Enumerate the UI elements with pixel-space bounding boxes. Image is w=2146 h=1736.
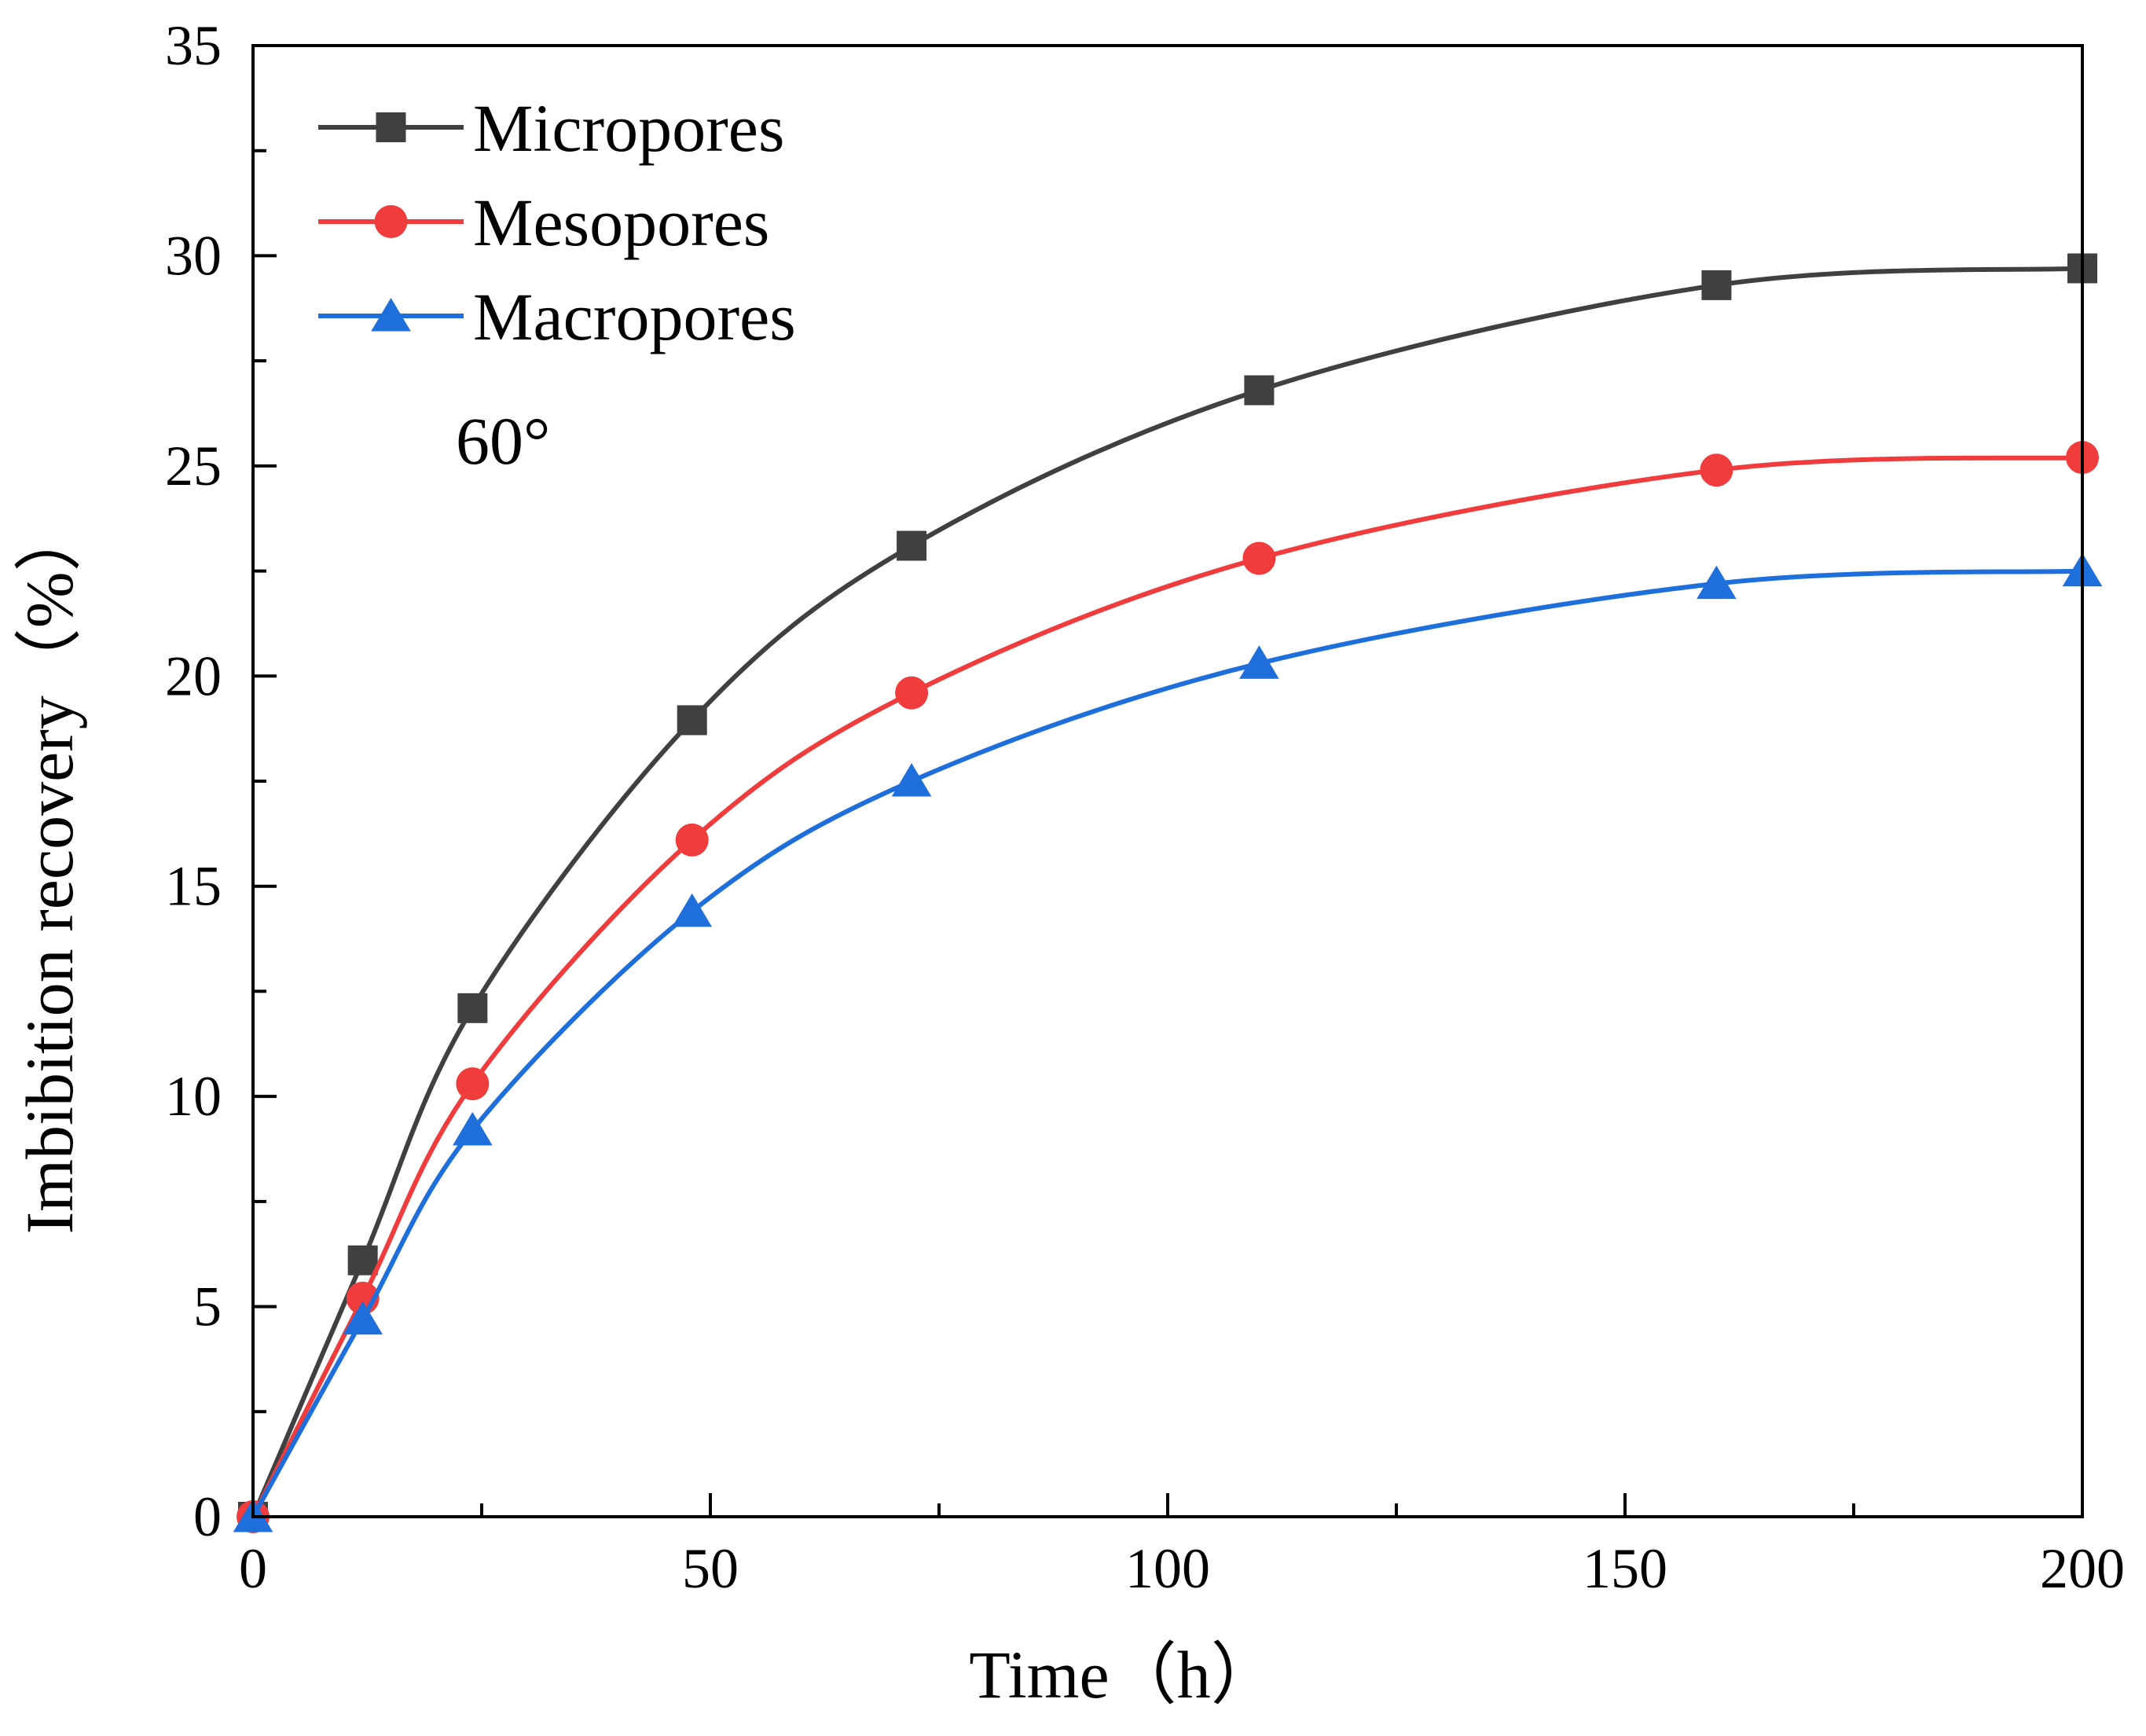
legend-marker-micropores xyxy=(376,112,406,142)
y-tick-label: 30 xyxy=(165,224,222,287)
data-point-micropores xyxy=(347,1245,378,1275)
data-point-micropores xyxy=(457,993,488,1023)
series-line-micropores xyxy=(251,266,2083,1518)
data-point-macropores xyxy=(343,1301,383,1335)
legend: Micropores Mesopores Macropores xyxy=(318,90,796,354)
data-point-macropores xyxy=(672,893,713,927)
y-tick-label: 20 xyxy=(165,644,222,707)
data-point-micropores xyxy=(1701,270,1732,300)
legend-label-mesopores: Mesopores xyxy=(473,185,769,260)
plot-frame xyxy=(251,44,2084,1518)
series-line-mesopores xyxy=(251,455,2083,1518)
y-tick-label: 0 xyxy=(193,1485,222,1548)
y-tick-label: 15 xyxy=(165,855,222,918)
data-point-mesopores xyxy=(895,676,929,710)
series-macropores xyxy=(233,552,2103,1532)
data-point-micropores xyxy=(1244,375,1275,406)
y-tick-label: 25 xyxy=(165,435,222,497)
series-line-macropores xyxy=(251,568,2083,1518)
series-micropores xyxy=(238,253,2097,1532)
x-tick-label: 200 xyxy=(2040,1537,2125,1600)
x-tick-label: 0 xyxy=(239,1537,267,1600)
legend-label-micropores: Micropores xyxy=(473,90,784,166)
x-tick-label: 150 xyxy=(1583,1537,1667,1600)
legend-marker-mesopores xyxy=(374,205,408,238)
y-axis-title: Imbibition recovery（%） xyxy=(12,504,87,1234)
legend-item-macropores: Macropores xyxy=(318,279,796,354)
data-point-mesopores xyxy=(1700,453,1733,487)
legend-marker-macropores xyxy=(371,298,411,332)
x-tick-label: 50 xyxy=(682,1537,739,1600)
data-point-macropores xyxy=(891,763,932,797)
y-tick-label: 10 xyxy=(165,1065,222,1128)
data-point-mesopores xyxy=(456,1067,490,1101)
legend-item-mesopores: Mesopores xyxy=(318,185,769,260)
legend-item-micropores: Micropores xyxy=(318,90,784,166)
data-point-macropores xyxy=(453,1111,493,1146)
contact-angle-annotation: 60° xyxy=(456,403,550,479)
data-point-macropores xyxy=(1239,645,1279,679)
y-tick-label: 5 xyxy=(193,1275,222,1338)
x-tick-label: 100 xyxy=(1125,1537,1210,1600)
legend-label-macropores: Macropores xyxy=(473,279,796,354)
series-mesopores xyxy=(237,441,2099,1533)
data-point-macropores xyxy=(1697,565,1737,600)
data-point-micropores xyxy=(897,530,927,561)
axes-layer: 0 50 100 150 200 0 5 10 15 20 25 30 35 xyxy=(165,14,2125,1600)
data-point-micropores xyxy=(677,705,707,736)
data-point-mesopores xyxy=(675,823,709,857)
y-tick-label: 35 xyxy=(165,14,222,77)
x-axis-title: Time（h） xyxy=(969,1637,1278,1712)
data-point-mesopores xyxy=(1242,541,1276,575)
